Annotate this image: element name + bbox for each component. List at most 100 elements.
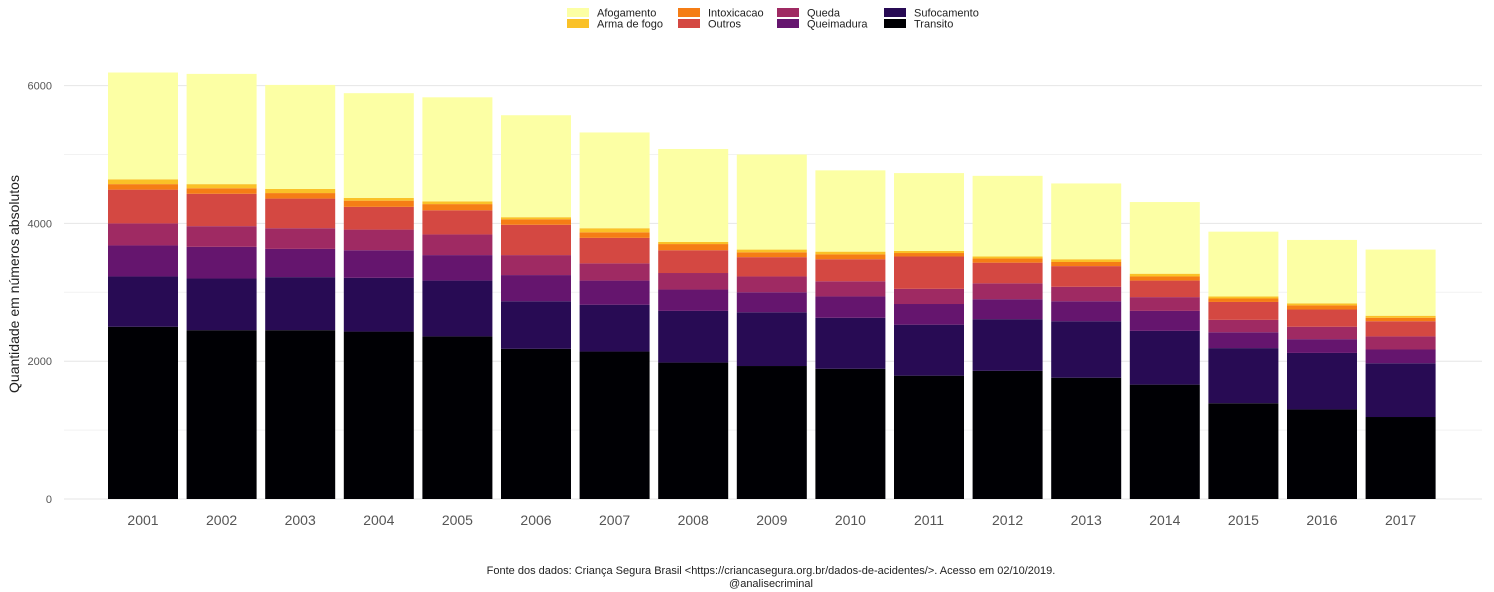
y-tick-label: 2000	[28, 356, 52, 368]
x-axis-ticks: 2001 2002 2003 2004 2005 2006 2007 2008 2009 2010…	[127, 512, 1416, 528]
bar-segment: Afogamento 2017: 960	[1365, 249, 1436, 316]
bar-segment: Arma de fogo 2014: 40	[1129, 273, 1200, 277]
bar-segment: Arma de fogo 2013: 40	[1051, 259, 1122, 262]
bar-segment: Queda 2002: 300	[186, 226, 257, 247]
bar-segment: Arma de fogo 2005: 40	[422, 201, 493, 205]
bar-segment: Arma de fogo 2008: 30	[658, 242, 729, 245]
bar-segment: Transito 2007: 2140	[579, 351, 650, 499]
bar-segment: Transito 2002: 2450	[186, 330, 257, 499]
bar-segment: Intoxicacao 2010: 70	[815, 254, 886, 260]
bar-segment: Afogamento 2012: 1170	[972, 175, 1043, 257]
bar-segment: Queimadura 2013: 290	[1051, 301, 1122, 322]
bar-segment: Outros 2005: 350	[422, 210, 493, 235]
bar-segment: Sufocamento 2006: 690	[501, 301, 571, 349]
bar-segment: Afogamento 2010: 1180	[815, 170, 886, 252]
x-tick-label: 2003	[285, 512, 316, 528]
bar-segment: Intoxicacao 2008: 90	[658, 244, 729, 251]
bar-segment: Queda 2001: 320	[108, 223, 178, 246]
bar-segment: Outros 2003: 430	[265, 198, 336, 229]
bar-segment: Queda 2008: 240	[658, 273, 729, 290]
bar-segment: Queda 2010: 220	[815, 281, 886, 297]
caption-handle: @analisecriminal	[729, 578, 813, 590]
legend-label: Arma de fogo	[597, 19, 663, 31]
bar-segment: Arma de fogo 2007: 60	[579, 228, 650, 233]
bar-segment: Intoxicacao 2007: 80	[579, 232, 650, 238]
y-tick-label: 4000	[28, 218, 52, 230]
bar-segment: Sufocamento 2002: 750	[186, 278, 257, 331]
bar-segment: Intoxicacao 2004: 90	[343, 200, 414, 207]
bar-segment: Transito 2017: 1190	[1365, 417, 1436, 499]
bar-segment: Transito 2015: 1390	[1208, 403, 1279, 499]
bar-segment: Queimadura 2002: 460	[186, 246, 257, 279]
bar-segment: Transito 2014: 1660	[1129, 384, 1200, 499]
bar-segment: Afogamento 2015: 940	[1208, 231, 1279, 297]
x-tick-label: 2007	[599, 512, 630, 528]
bar-segment: Queimadura 2001: 450	[108, 245, 178, 277]
bar-segment: Afogamento 2009: 1380	[736, 154, 807, 250]
x-tick-label: 2010	[835, 512, 866, 528]
bar-segment: Outros 2017: 220	[1365, 321, 1436, 337]
legend-swatch	[777, 8, 799, 17]
x-tick-label: 2002	[206, 512, 237, 528]
bar-segment: Sufocamento 2009: 780	[736, 312, 807, 367]
x-tick-label: 2001	[127, 512, 158, 528]
legend-label: Outros	[708, 19, 742, 31]
x-tick-label: 2016	[1306, 512, 1337, 528]
bar-segment: Afogamento 2014: 1040	[1129, 202, 1200, 274]
bar-segment: Outros 2004: 330	[343, 206, 414, 230]
legend-label: Queda	[807, 8, 841, 20]
bar-segment: Queda 2014: 200	[1129, 297, 1200, 311]
bar-segment: Sufocamento 2005: 810	[422, 280, 493, 337]
bar-segment: Queimadura 2003: 410	[265, 248, 336, 278]
bar-segment: Transito 2009: 1930	[736, 366, 807, 499]
bar-segment: Intoxicacao 2013: 60	[1051, 261, 1122, 267]
bar-segment: Sufocamento 2007: 680	[579, 304, 650, 352]
bar-segment: Arma de fogo 2009: 40	[736, 249, 807, 253]
bar-segment: Transito 2003: 2450	[265, 330, 336, 499]
bar-segment: Transito 2004: 2430	[343, 331, 414, 499]
bar-segment: Queda 2013: 210	[1051, 286, 1122, 302]
legend-swatch	[678, 19, 700, 28]
bar-segment: Outros 2008: 330	[658, 250, 729, 274]
legend-swatch	[884, 19, 906, 28]
bar-segment: Arma de fogo 2006: 30	[501, 217, 571, 220]
bar-segment: Queimadura 2005: 370	[422, 255, 493, 281]
bar-segment: Queimadura 2010: 310	[815, 296, 886, 318]
bars-layer: Transito 2001: 2500Sufocamento 2001: 730…	[108, 72, 1436, 499]
bar-segment: Queimadura 2014: 290	[1129, 310, 1200, 331]
x-tick-label: 2011	[914, 512, 944, 528]
bar-segment: Intoxicacao 2001: 80	[108, 184, 178, 190]
bar-segment: Intoxicacao 2015: 50	[1208, 298, 1279, 302]
bar-segment: Transito 2012: 1860	[972, 370, 1043, 499]
bar-segment: Queimadura 2015: 230	[1208, 332, 1279, 349]
bar-segment: Outros 2002: 470	[186, 193, 257, 227]
bar-segment: Sufocamento 2015: 800	[1208, 348, 1279, 404]
bar-segment: Intoxicacao 2016: 60	[1287, 305, 1357, 310]
bar-segment: Transito 2013: 1760	[1051, 377, 1122, 499]
legend-swatch	[567, 19, 589, 28]
bar-segment: Outros 2015: 260	[1208, 301, 1279, 320]
x-tick-label: 2005	[442, 512, 473, 528]
bar-segment: Queimadura 2008: 310	[658, 289, 729, 311]
bar-segment: Outros 2007: 370	[579, 237, 650, 264]
bar-segment: Transito 2005: 2360	[422, 336, 493, 499]
bar-segment: Outros 2012: 300	[972, 262, 1043, 284]
bar-segment: Afogamento 2008: 1350	[658, 148, 729, 242]
y-tick-label: 6000	[28, 81, 52, 93]
x-tick-label: 2006	[520, 512, 551, 528]
caption-source: Fonte dos dados: Criança Segura Brasil <…	[487, 565, 1056, 577]
bar-segment: Queda 2015: 180	[1208, 319, 1279, 333]
bar-segment: Afogamento 2007: 1390	[579, 132, 650, 229]
bar-segment: Afogamento 2003: 1510	[265, 84, 336, 189]
bar-segment: Sufocamento 2001: 730	[108, 276, 178, 327]
bar-segment: Arma de fogo 2011: 30	[894, 250, 964, 254]
bar-segment: Transito 2010: 1890	[815, 368, 886, 499]
bar-segment: Transito 2006: 2180	[501, 348, 571, 499]
x-tick-label: 2013	[1071, 512, 1102, 528]
bar-segment: Intoxicacao 2003: 80	[265, 193, 336, 199]
bar-segment: Transito 2001: 2500	[108, 326, 178, 499]
bar-segment: Queimadura 2016: 200	[1287, 339, 1357, 353]
bar-segment: Transito 2016: 1300	[1287, 409, 1357, 499]
